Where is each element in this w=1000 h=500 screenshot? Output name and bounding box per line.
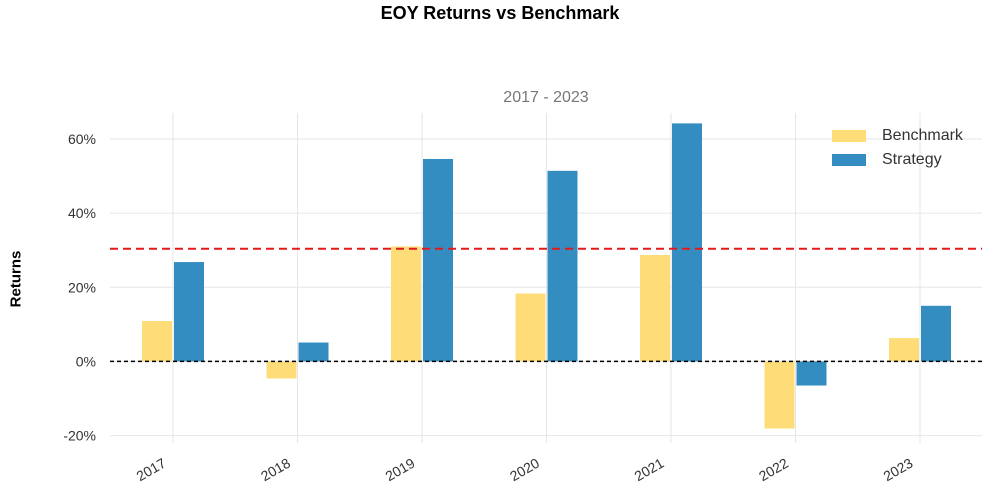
y-tick-label: 0%: [76, 353, 96, 369]
bar-strategy-2023: [921, 305, 951, 362]
bar-strategy-2021: [672, 123, 702, 362]
chart-subtitle: 2017 - 2023: [503, 89, 589, 106]
legend-label-benchmark: Benchmark: [882, 127, 963, 144]
bar-strategy-2020: [547, 170, 578, 362]
legend-swatch-benchmark: [832, 130, 866, 142]
bars: [142, 123, 951, 429]
chart-title: EOY Returns vs Benchmark: [380, 3, 620, 23]
x-axis-ticks: 2017 2018 2019 2020 2021 2022 2023: [134, 455, 916, 485]
x-tick-label: 2022: [756, 455, 791, 485]
bar-strategy-2017: [174, 262, 204, 362]
x-tick-label: 2021: [632, 455, 667, 485]
bar-strategy-2018: [298, 342, 329, 362]
x-tick-label: 2023: [881, 455, 916, 485]
legend-swatch-strategy: [832, 154, 866, 166]
y-tick-label: 40%: [68, 205, 96, 221]
x-tick-label: 2020: [507, 455, 542, 485]
y-tick-label: -20%: [63, 428, 96, 444]
bar-strategy-2022: [796, 361, 827, 386]
bar-benchmark-2023: [889, 338, 919, 362]
y-tick-label: 20%: [68, 279, 96, 295]
bar-benchmark-2018: [266, 361, 297, 379]
y-axis-ticks: -20% 0% 20% 40% 60%: [63, 131, 96, 444]
bar-benchmark-2022: [764, 361, 795, 429]
x-tick-label: 2019: [383, 455, 418, 485]
legend-item-strategy: Strategy: [832, 148, 963, 172]
bar-benchmark-2021: [640, 255, 670, 362]
legend-label-strategy: Strategy: [882, 151, 942, 168]
grid-lines: [110, 113, 982, 443]
bar-benchmark-2019: [391, 246, 421, 362]
x-tick-label: 2018: [258, 455, 293, 485]
bar-benchmark-2020: [515, 293, 546, 362]
bar-benchmark-2017: [142, 321, 172, 362]
x-tick-label: 2017: [134, 455, 169, 485]
y-tick-label: 60%: [68, 131, 96, 147]
bar-strategy-2019: [423, 158, 453, 362]
legend-item-benchmark: Benchmark: [832, 124, 963, 148]
legend: Benchmark Strategy: [832, 124, 963, 172]
reference-lines: [110, 247, 982, 363]
